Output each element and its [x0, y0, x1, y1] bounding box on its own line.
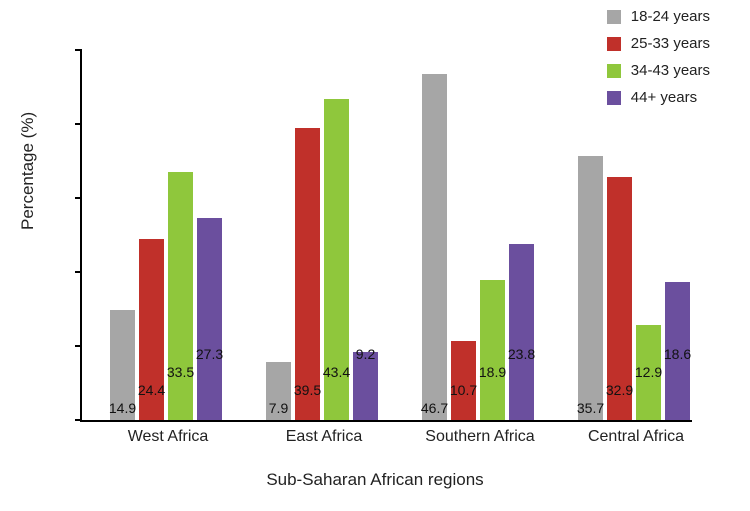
bar: 46.7	[422, 74, 447, 420]
bar: 18.6	[665, 282, 690, 420]
bar-value-label: 23.8	[508, 346, 535, 362]
bar-value-label: 32.9	[606, 382, 633, 398]
bar: 18.9	[480, 280, 505, 420]
bar: 27.3	[197, 218, 222, 420]
category-label: Central Africa	[588, 428, 684, 446]
y-tick	[75, 197, 82, 199]
y-tick	[75, 49, 82, 51]
bar-value-label: 9.2	[356, 346, 375, 362]
bar-value-label: 33.5	[167, 364, 194, 380]
bar-group: 14.924.433.527.3West Africa	[110, 172, 226, 420]
bar: 9.2	[353, 352, 378, 420]
bar-value-label: 18.6	[664, 346, 691, 362]
bar: 14.9	[110, 310, 135, 420]
bar: 12.9	[636, 325, 661, 420]
bar-value-label: 12.9	[635, 364, 662, 380]
bar-value-label: 24.4	[138, 382, 165, 398]
bar-group: 35.732.912.918.6Central Africa	[578, 156, 694, 420]
bar-value-label: 35.7	[577, 400, 604, 416]
bar: 7.9	[266, 362, 291, 420]
bar: 35.7	[578, 156, 603, 420]
plot-area: 14.924.433.527.3West Africa7.939.543.49.…	[80, 50, 692, 422]
legend-label: 18-24 years	[631, 8, 710, 25]
y-tick	[75, 345, 82, 347]
y-tick	[75, 419, 82, 421]
bar-group: 46.710.718.923.8Southern Africa	[422, 74, 538, 420]
bar: 43.4	[324, 99, 349, 420]
y-axis-title: Percentage (%)	[18, 112, 38, 230]
legend-item: 18-24 years	[607, 8, 710, 25]
bar-value-label: 18.9	[479, 364, 506, 380]
bar: 39.5	[295, 128, 320, 420]
bar: 10.7	[451, 341, 476, 420]
bar: 32.9	[607, 177, 632, 420]
x-axis-title: Sub-Saharan African regions	[0, 470, 750, 490]
bar-value-label: 10.7	[450, 382, 477, 398]
bar-value-label: 43.4	[323, 364, 350, 380]
bar-value-label: 27.3	[196, 346, 223, 362]
category-label: East Africa	[286, 428, 362, 446]
category-label: West Africa	[128, 428, 209, 446]
legend-swatch	[607, 10, 621, 24]
bar: 24.4	[139, 239, 164, 420]
bar-value-label: 7.9	[269, 400, 288, 416]
legend-swatch	[607, 37, 621, 51]
bar-group: 7.939.543.49.2East Africa	[266, 99, 382, 420]
bar-value-label: 14.9	[109, 400, 136, 416]
bar-value-label: 39.5	[294, 382, 321, 398]
bar-value-label: 46.7	[421, 400, 448, 416]
category-label: Southern Africa	[425, 428, 534, 446]
y-tick	[75, 123, 82, 125]
y-tick	[75, 271, 82, 273]
chart-container: 18-24 years25-33 years34-43 years44+ yea…	[0, 0, 750, 511]
bar: 33.5	[168, 172, 193, 420]
bar: 23.8	[509, 244, 534, 420]
